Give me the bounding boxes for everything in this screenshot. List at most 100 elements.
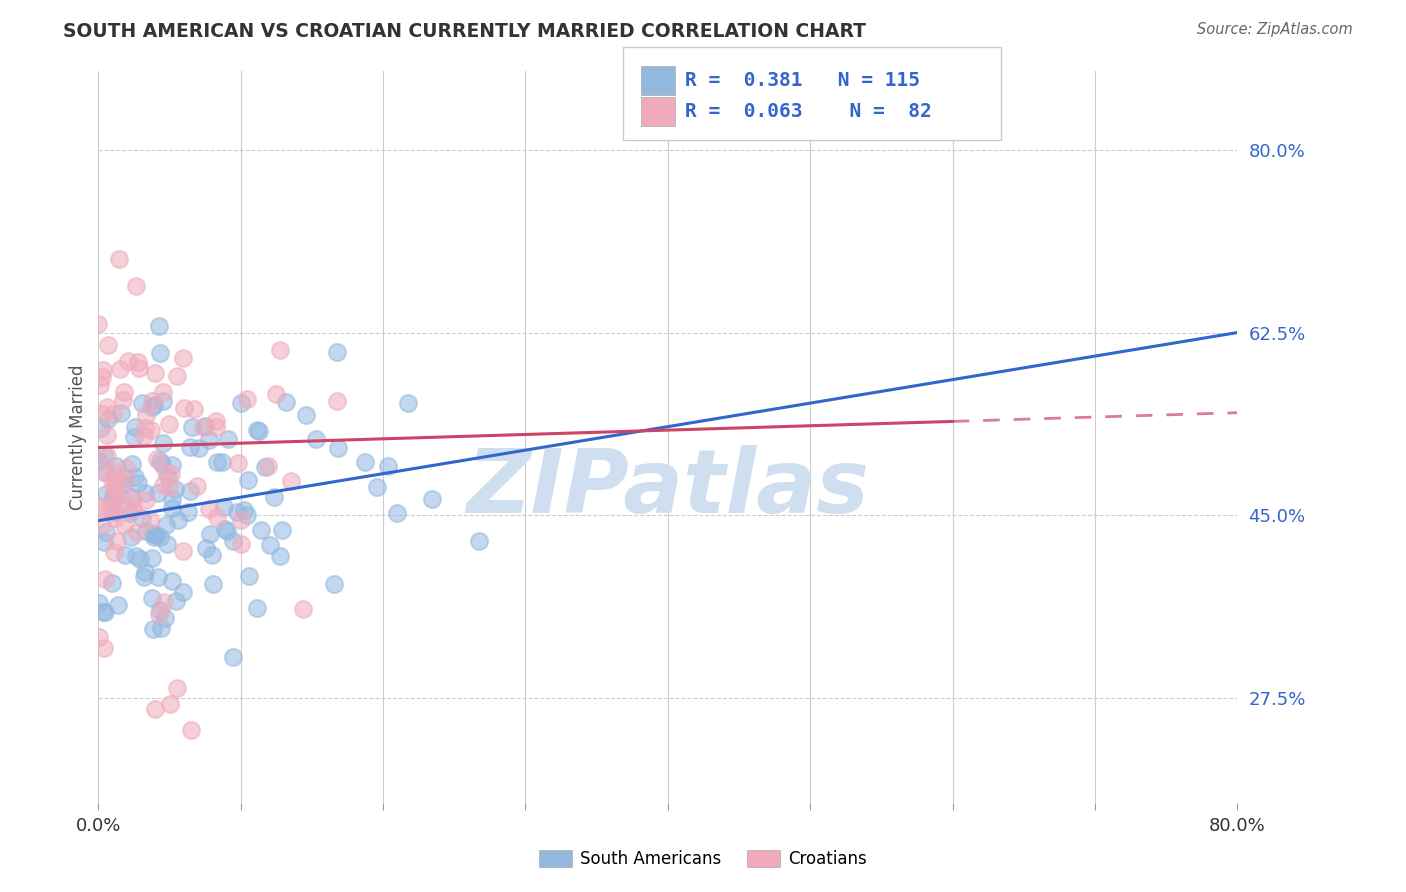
Point	[129, 552, 152, 566]
Point	[127, 355, 149, 369]
Point	[131, 396, 153, 410]
Point	[112, 384, 135, 399]
Point	[204, 420, 226, 434]
Point	[246, 423, 269, 437]
Point	[134, 566, 156, 580]
Point	[93, 641, 115, 656]
Point	[122, 503, 145, 517]
Point	[125, 524, 148, 539]
Point	[87, 317, 110, 331]
Point	[101, 407, 124, 421]
Point	[149, 453, 172, 467]
Point	[148, 607, 170, 621]
Point	[97, 412, 120, 426]
Point	[422, 491, 444, 506]
Point	[103, 545, 125, 559]
Point	[166, 681, 188, 695]
Point	[222, 534, 245, 549]
Point	[89, 378, 111, 392]
Point	[149, 603, 172, 617]
Point	[238, 473, 260, 487]
Point	[165, 482, 187, 496]
Point	[124, 470, 146, 484]
Point	[103, 483, 125, 498]
Point	[142, 622, 165, 636]
Point	[222, 650, 245, 665]
Point	[276, 395, 298, 409]
Point	[160, 501, 183, 516]
Point	[197, 433, 219, 447]
Point	[186, 479, 208, 493]
Point	[172, 544, 194, 558]
Point	[101, 473, 124, 487]
Point	[111, 476, 134, 491]
Point	[121, 491, 143, 506]
Point	[111, 393, 134, 408]
Point	[97, 338, 120, 352]
Point	[104, 510, 127, 524]
Point	[142, 526, 165, 541]
Point	[173, 351, 195, 366]
Point	[103, 493, 125, 508]
Point	[105, 534, 128, 549]
Point	[103, 505, 125, 519]
Point	[211, 455, 233, 469]
Point	[101, 575, 124, 590]
Y-axis label: Currently Married: Currently Married	[69, 364, 87, 510]
Point	[141, 393, 163, 408]
Point	[134, 420, 156, 434]
Point	[107, 599, 129, 613]
Point	[96, 449, 118, 463]
Point	[187, 442, 209, 456]
Point	[254, 460, 277, 475]
Point	[467, 533, 489, 548]
Point	[226, 456, 249, 470]
Point	[89, 503, 111, 517]
Point	[114, 471, 136, 485]
Point	[201, 548, 224, 562]
Point	[131, 511, 153, 525]
Point	[160, 458, 183, 472]
Point	[114, 460, 136, 475]
Point	[180, 723, 202, 737]
Point	[139, 512, 162, 526]
Point	[246, 600, 269, 615]
Point	[259, 538, 281, 552]
Point	[105, 459, 128, 474]
Point	[229, 396, 252, 410]
Point	[229, 537, 252, 551]
Point	[143, 398, 166, 412]
Point	[236, 508, 259, 522]
Point	[157, 417, 180, 432]
Point	[257, 459, 280, 474]
Point	[93, 448, 115, 462]
Point	[326, 442, 349, 456]
Point	[145, 702, 167, 716]
Point	[160, 467, 183, 481]
Point	[87, 500, 110, 514]
Point	[269, 343, 291, 357]
Point	[94, 486, 117, 500]
Point	[91, 605, 114, 619]
Point	[146, 486, 169, 500]
Point	[89, 454, 111, 468]
Point	[124, 279, 146, 293]
Point	[93, 534, 115, 549]
Point	[247, 425, 270, 439]
Point	[152, 385, 174, 400]
Point	[96, 465, 118, 479]
Point	[155, 518, 177, 533]
Point	[134, 485, 156, 500]
Point	[156, 537, 179, 551]
Point	[103, 501, 125, 516]
Point	[118, 506, 141, 520]
Point	[162, 492, 184, 507]
Point	[132, 570, 155, 584]
Point	[398, 396, 420, 410]
Point	[91, 407, 114, 421]
Point	[121, 457, 143, 471]
Point	[125, 549, 148, 563]
Point	[215, 524, 238, 538]
Point	[205, 509, 228, 524]
Point	[159, 697, 181, 711]
